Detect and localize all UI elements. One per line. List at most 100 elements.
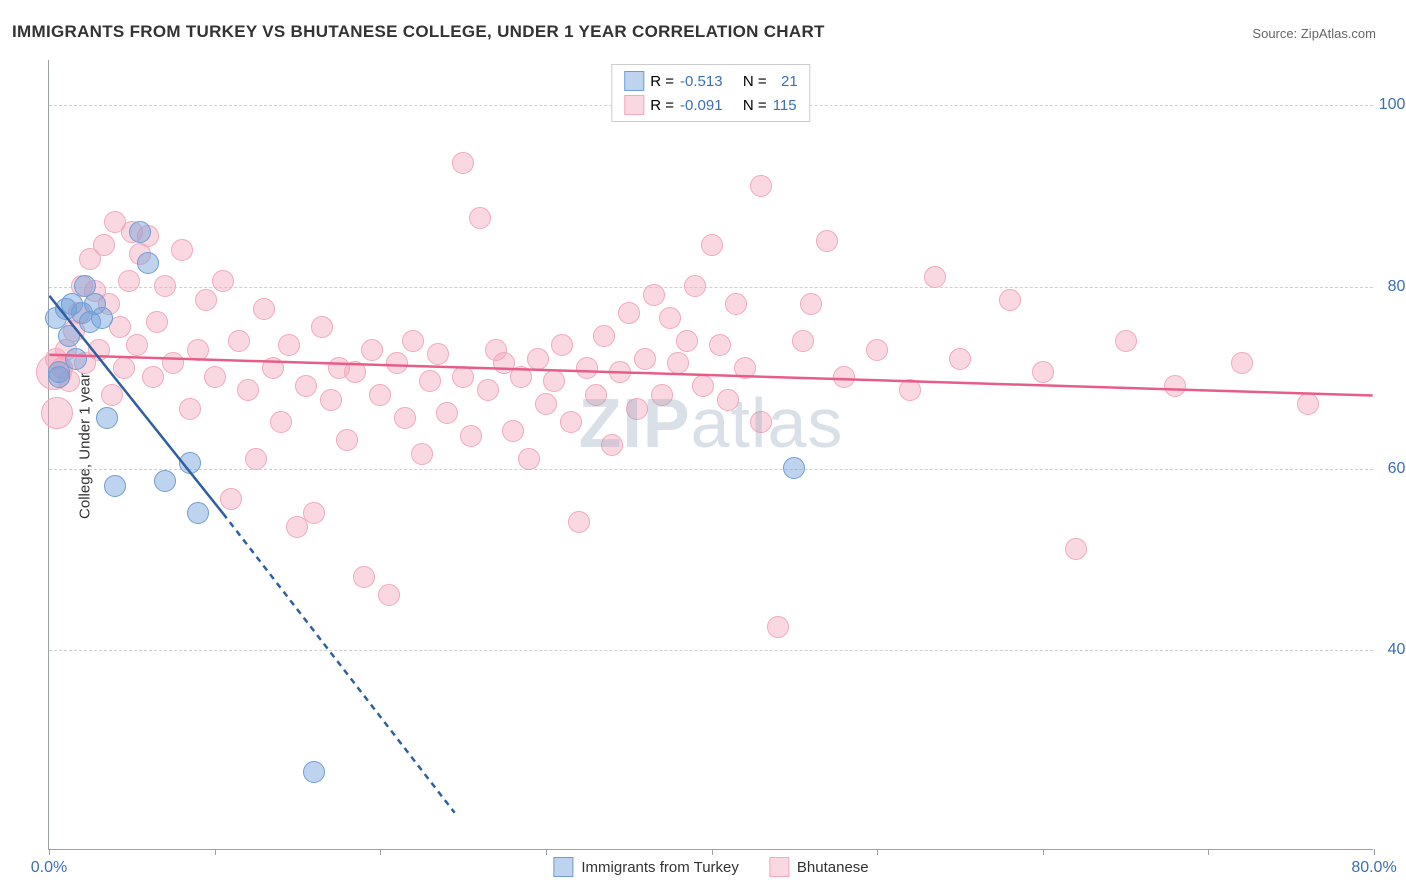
scatter-point xyxy=(684,275,706,297)
scatter-point xyxy=(162,352,184,374)
y-tick-label: 100.0% xyxy=(1379,96,1406,114)
scatter-point xyxy=(667,352,689,374)
r-value-2: -0.091 xyxy=(680,97,723,114)
x-tick-label: 80.0% xyxy=(1351,859,1396,877)
scatter-point xyxy=(411,443,433,465)
scatter-point xyxy=(353,566,375,588)
scatter-point xyxy=(419,370,441,392)
scatter-point xyxy=(609,361,631,383)
r-label-1: R = xyxy=(650,73,674,90)
source-label: Source: xyxy=(1252,26,1297,41)
swatch-series2 xyxy=(624,95,644,115)
scatter-point xyxy=(195,289,217,311)
scatter-point xyxy=(137,252,159,274)
x-tick-label: 0.0% xyxy=(31,859,67,877)
swatch-bottom-1 xyxy=(553,857,573,877)
x-tick xyxy=(877,849,878,855)
scatter-point xyxy=(270,411,292,433)
scatter-point xyxy=(618,302,640,324)
scatter-point xyxy=(101,384,123,406)
scatter-point xyxy=(477,379,499,401)
scatter-point xyxy=(626,398,648,420)
scatter-point xyxy=(179,452,201,474)
scatter-point xyxy=(527,348,549,370)
x-tick xyxy=(1043,849,1044,855)
r-label-2: R = xyxy=(650,97,674,114)
scatter-point xyxy=(1032,361,1054,383)
scatter-point xyxy=(734,357,756,379)
scatter-point xyxy=(336,429,358,451)
scatter-point xyxy=(576,357,598,379)
scatter-point xyxy=(303,502,325,524)
scatter-point xyxy=(535,393,557,415)
legend-label-1: Immigrants from Turkey xyxy=(581,859,739,876)
scatter-point xyxy=(701,234,723,256)
legend-label-2: Bhutanese xyxy=(797,859,869,876)
n-label-1: N = xyxy=(743,73,767,90)
scatter-point xyxy=(676,330,698,352)
scatter-point xyxy=(800,293,822,315)
scatter-point xyxy=(104,475,126,497)
scatter-point xyxy=(187,502,209,524)
x-tick xyxy=(380,849,381,855)
scatter-point xyxy=(709,334,731,356)
scatter-point xyxy=(543,370,565,392)
source-attribution: Source: ZipAtlas.com xyxy=(1252,26,1376,41)
scatter-point xyxy=(634,348,656,370)
scatter-point xyxy=(469,207,491,229)
r-value-1: -0.513 xyxy=(680,73,723,90)
scatter-point xyxy=(866,339,888,361)
scatter-point xyxy=(568,511,590,533)
source-value: ZipAtlas.com xyxy=(1301,26,1376,41)
scatter-point xyxy=(41,397,73,429)
legend-item-series2: Bhutanese xyxy=(769,857,869,877)
swatch-bottom-2 xyxy=(769,857,789,877)
y-tick-label: 40.0% xyxy=(1388,641,1406,659)
scatter-point xyxy=(65,348,87,370)
scatter-point xyxy=(1164,375,1186,397)
scatter-point xyxy=(237,379,259,401)
scatter-point xyxy=(212,270,234,292)
scatter-point xyxy=(91,307,113,329)
n-value-1: 21 xyxy=(773,73,798,90)
scatter-point xyxy=(394,407,416,429)
scatter-point xyxy=(303,761,325,783)
scatter-point xyxy=(949,348,971,370)
scatter-point xyxy=(204,366,226,388)
scatter-point xyxy=(750,411,772,433)
scatter-point xyxy=(502,420,524,442)
scatter-point xyxy=(659,307,681,329)
scatter-point xyxy=(386,352,408,374)
legend-row-series1: R = -0.513 N = 21 xyxy=(624,69,797,93)
scatter-point xyxy=(262,357,284,379)
scatter-point xyxy=(725,293,747,315)
scatter-point xyxy=(48,366,70,388)
x-tick xyxy=(712,849,713,855)
scatter-point xyxy=(560,411,582,433)
scatter-point xyxy=(427,343,449,365)
n-value-2: 115 xyxy=(773,97,797,114)
x-tick xyxy=(1374,849,1375,855)
scatter-point xyxy=(320,389,342,411)
scatter-point xyxy=(1115,330,1137,352)
scatter-point xyxy=(816,230,838,252)
chart-title: IMMIGRANTS FROM TURKEY VS BHUTANESE COLL… xyxy=(12,22,825,42)
scatter-point xyxy=(96,407,118,429)
scatter-point xyxy=(692,375,714,397)
gridline-h xyxy=(49,469,1373,470)
y-tick-label: 60.0% xyxy=(1388,460,1406,478)
chart-plot-area: ZIPatlas R = -0.513 N = 21 R = -0.091 N … xyxy=(48,60,1373,850)
scatter-point xyxy=(750,175,772,197)
scatter-point xyxy=(999,289,1021,311)
scatter-point xyxy=(179,398,201,420)
scatter-point xyxy=(460,425,482,447)
x-tick xyxy=(546,849,547,855)
scatter-point xyxy=(518,448,540,470)
x-tick xyxy=(215,849,216,855)
scatter-point xyxy=(643,284,665,306)
scatter-point xyxy=(295,375,317,397)
scatter-point xyxy=(253,298,275,320)
scatter-point xyxy=(228,330,250,352)
scatter-point xyxy=(154,470,176,492)
legend-row-series2: R = -0.091 N = 115 xyxy=(624,93,797,117)
